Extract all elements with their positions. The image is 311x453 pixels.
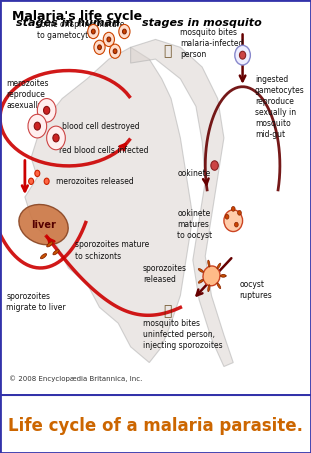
Circle shape: [44, 106, 50, 114]
Circle shape: [238, 211, 241, 215]
Circle shape: [119, 24, 130, 39]
Ellipse shape: [19, 204, 68, 245]
Text: merozoites released: merozoites released: [56, 177, 134, 186]
Text: oocyst
ruptures: oocyst ruptures: [239, 280, 272, 300]
Text: blood cell destroyed: blood cell destroyed: [62, 122, 140, 131]
Circle shape: [107, 37, 111, 42]
Ellipse shape: [208, 284, 210, 292]
Text: merozoites
reproduce
asexually: merozoites reproduce asexually: [6, 79, 49, 110]
Polygon shape: [25, 47, 193, 362]
Text: some offspring mature
to gametocytes: some offspring mature to gametocytes: [37, 20, 125, 40]
Circle shape: [29, 178, 34, 184]
Ellipse shape: [53, 250, 59, 255]
Ellipse shape: [208, 260, 210, 267]
Circle shape: [225, 214, 229, 219]
Ellipse shape: [198, 280, 203, 283]
Circle shape: [88, 24, 99, 39]
Polygon shape: [131, 39, 233, 366]
Text: 🦟: 🦟: [164, 44, 172, 58]
Circle shape: [44, 178, 49, 184]
Text: © 2008 Encyclopædia Britannica, Inc.: © 2008 Encyclopædia Britannica, Inc.: [9, 376, 143, 382]
Ellipse shape: [40, 254, 47, 259]
Ellipse shape: [198, 269, 203, 272]
Circle shape: [231, 207, 235, 211]
Circle shape: [234, 222, 238, 227]
Circle shape: [91, 29, 95, 34]
Circle shape: [94, 40, 105, 54]
Circle shape: [28, 114, 47, 138]
Ellipse shape: [220, 275, 226, 277]
Circle shape: [211, 161, 218, 170]
Circle shape: [239, 51, 246, 59]
Text: mosquito bites
malaria-infected
person: mosquito bites malaria-infected person: [180, 28, 244, 59]
Circle shape: [113, 49, 117, 53]
Circle shape: [35, 170, 40, 177]
Circle shape: [37, 98, 56, 122]
Ellipse shape: [47, 242, 53, 247]
Text: ookinete: ookinete: [177, 169, 211, 178]
Text: liver: liver: [31, 220, 56, 230]
Text: sporozoites
migrate to liver: sporozoites migrate to liver: [6, 292, 66, 312]
Circle shape: [109, 44, 121, 58]
Circle shape: [47, 126, 65, 150]
Text: Life cycle of a malaria parasite.: Life cycle of a malaria parasite.: [8, 418, 303, 435]
Ellipse shape: [224, 210, 243, 231]
Ellipse shape: [220, 275, 226, 277]
Text: sporozoites
released: sporozoites released: [143, 264, 187, 284]
Circle shape: [103, 32, 114, 47]
Text: mosquito bites
uninfected person,
injecting sporozoites: mosquito bites uninfected person, inject…: [143, 319, 223, 351]
Ellipse shape: [217, 263, 221, 269]
Ellipse shape: [203, 266, 220, 286]
Text: ingested
gametocytes
reproduce
sexually in
mosquito
mid-gut: ingested gametocytes reproduce sexually …: [255, 75, 305, 140]
Text: stages in mosquito: stages in mosquito: [142, 18, 262, 28]
Text: red blood cells infected: red blood cells infected: [59, 146, 149, 155]
Text: ookinete
matures
to oocyst: ookinete matures to oocyst: [177, 209, 212, 240]
Text: Malaria's life cycle: Malaria's life cycle: [12, 10, 142, 23]
Text: sporozoites mature
to schizonts: sporozoites mature to schizonts: [75, 241, 149, 260]
Text: 🦟: 🦟: [164, 304, 172, 318]
Circle shape: [53, 134, 59, 142]
Circle shape: [98, 45, 101, 50]
Circle shape: [123, 29, 126, 34]
Circle shape: [235, 45, 250, 65]
Ellipse shape: [217, 283, 221, 289]
Text: stages in human: stages in human: [16, 18, 120, 28]
Circle shape: [34, 122, 40, 130]
